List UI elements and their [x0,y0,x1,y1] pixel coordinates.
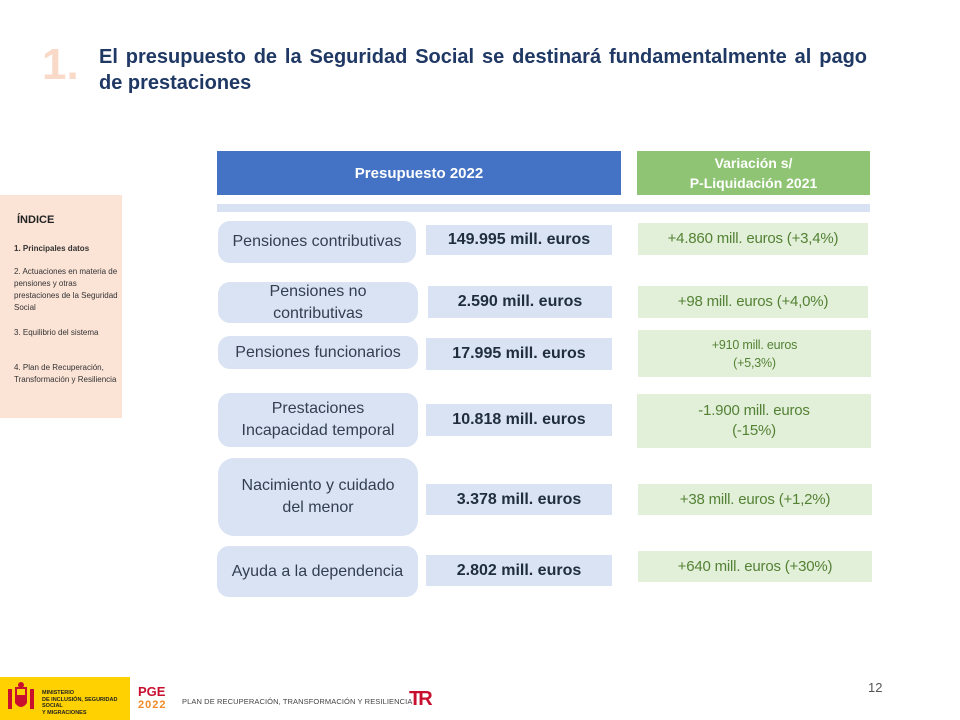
row-label-pensiones-no-contributivas: Pensiones no contributivas [218,282,418,323]
row-variation-line1: +910 mill. euros [711,337,798,352]
variation-header: Variación s/ P-Liquidación 2021 [637,151,870,195]
ministry-line: MINISTERIO [42,690,75,696]
pge-year: 2022 [138,699,167,711]
ministry-line: Y MIGRACIONES [42,709,87,716]
row-value-pensiones-funcionarios: 17.995 mill. euros [426,338,612,370]
coat-of-arms-icon [8,682,34,709]
row-variation-incapacidad-temporal: -1.900 mill. euros (-15%) [637,394,871,448]
index-title: ÍNDICE [17,214,55,226]
index-item-equilibrio[interactable]: 3. Equilibrio del sistema [14,328,99,337]
row-label-line2: Incapacidad temporal [241,422,395,439]
ministry-text: MINISTERIO DE INCLUSIÓN, SEGURIDAD SOCIA… [42,690,130,716]
pge-logo: PGE 2022 [138,685,174,717]
variation-header-line2: P-Liquidación 2021 [689,175,818,191]
row-value-pensiones-no-contributivas: 2.590 mill. euros [428,286,612,318]
row-value-pensiones-contributivas: 149.995 mill. euros [426,225,612,255]
row-variation-line2: (+5,3%) [733,355,776,370]
row-value-incapacidad-temporal: 10.818 mill. euros [426,404,612,436]
row-variation-nacimiento: +38 mill. euros (+1,2%) [638,484,872,515]
pge-label: PGE [138,684,166,699]
index-item-plan-recuperacion[interactable]: 4. Plan de Recuperación, Transformación … [14,363,117,384]
header-divider [217,204,870,212]
row-label-dependencia: Ayuda a la dependencia [217,546,418,597]
plan-recuperacion-text: PLAN DE RECUPERACIÓN, TRANSFORMACIÓN Y R… [182,697,413,706]
variation-header-line1: Variación s/ [714,155,793,171]
row-variation-pensiones-contributivas: +4.860 mill. euros (+3,4%) [638,223,868,255]
row-label-pensiones-contributivas: Pensiones contributivas [218,221,416,263]
tr-logo: TR [409,688,433,710]
row-label-incapacidad-temporal: Prestaciones Incapacidad temporal [218,393,418,447]
row-variation-pensiones-no-contributivas: +98 mill. euros (+4,0%) [638,286,868,318]
index-item-actuaciones[interactable]: 2. Actuaciones en materia de pensiones y… [14,267,118,312]
row-label-nacimiento: Nacimiento y cuidado del menor [218,458,418,536]
page-number: 12 [868,680,883,695]
row-value-nacimiento: 3.378 mill. euros [426,484,612,515]
index-sidebar [0,195,122,418]
row-value-dependencia: 2.802 mill. euros [426,555,612,586]
ministry-line: DE INCLUSIÓN, SEGURIDAD SOCIAL [42,696,118,710]
budget-header: Presupuesto 2022 [217,151,621,195]
page-title: El presupuesto de la Seguridad Social se… [99,46,867,94]
row-variation-dependencia: +640 mill. euros (+30%) [638,551,872,582]
row-variation-line2: (-15%) [732,422,776,439]
row-label-pensiones-funcionarios: Pensiones funcionarios [218,336,418,369]
slide-number: 1. [42,40,79,89]
row-variation-pensiones-funcionarios: +910 mill. euros (+5,3%) [638,330,871,377]
row-label-line1: Prestaciones [271,400,365,417]
government-logo: MINISTERIO DE INCLUSIÓN, SEGURIDAD SOCIA… [0,677,130,720]
row-variation-line1: -1.900 mill. euros [698,402,810,419]
index-item-principales-datos[interactable]: 1. Principales datos [14,244,90,253]
